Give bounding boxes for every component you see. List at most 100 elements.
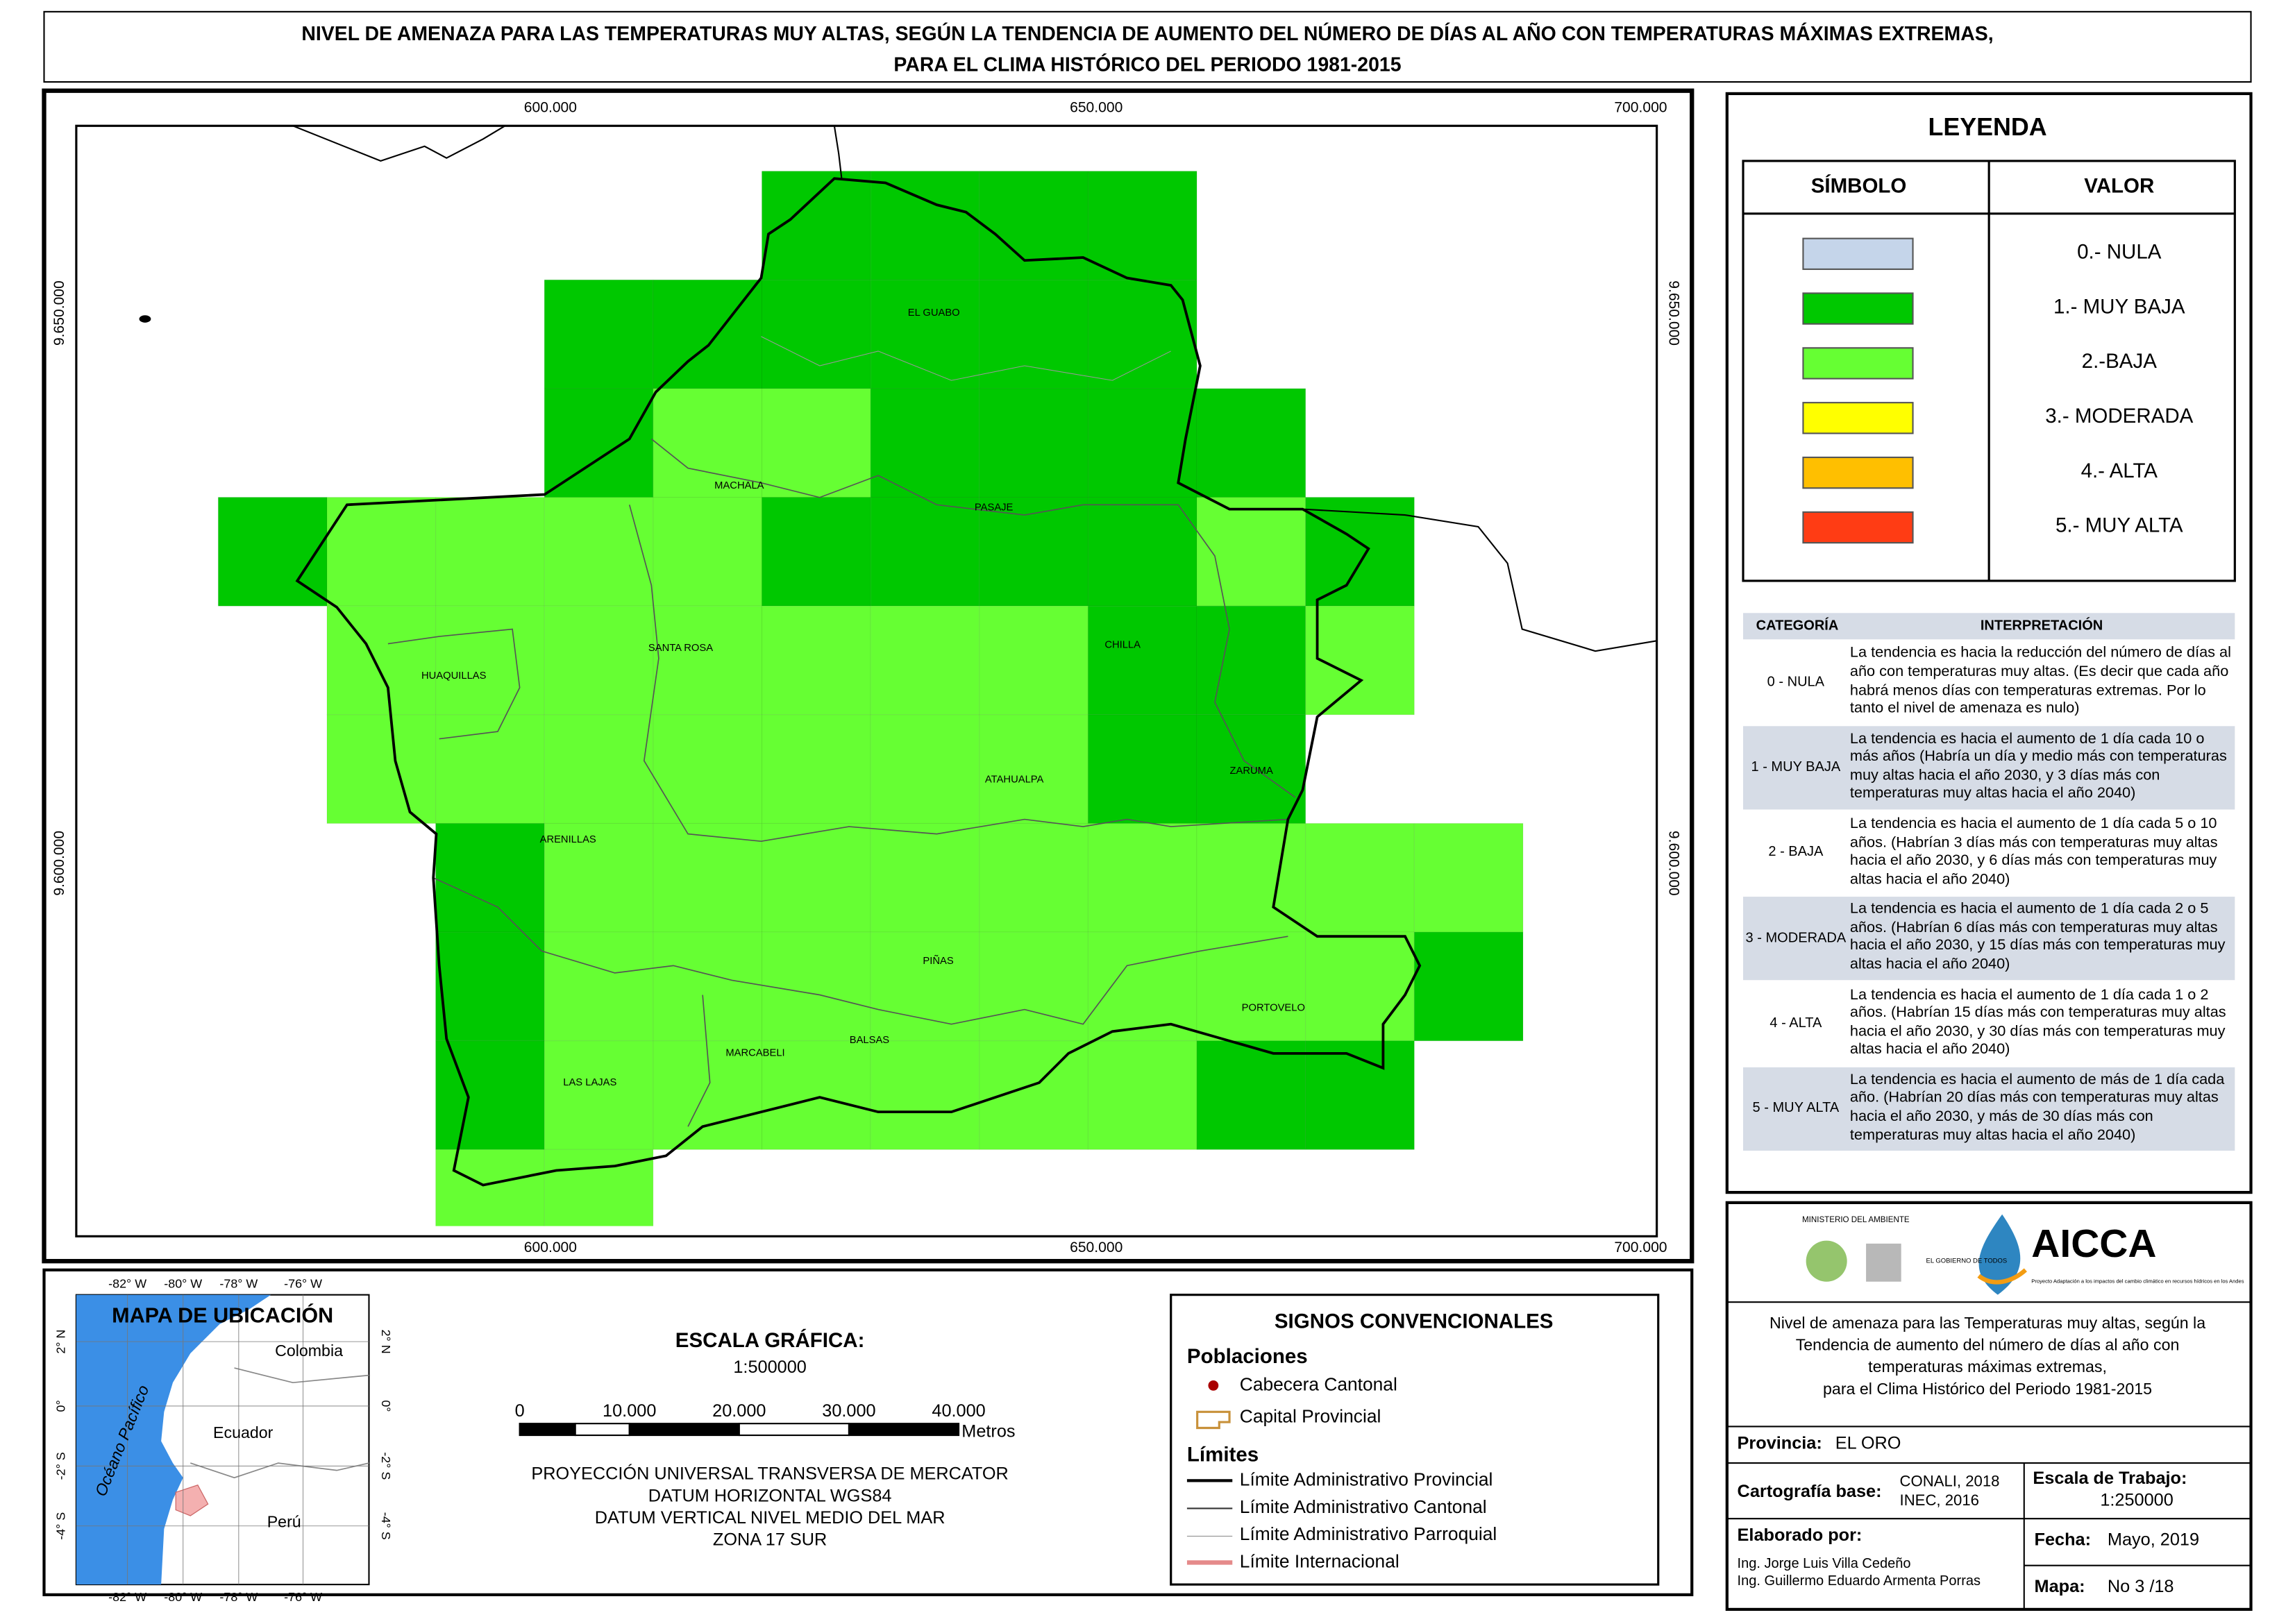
y-coordinate-label: 9.600.000	[1665, 831, 1681, 896]
hazard-cell	[979, 931, 1088, 1042]
hazard-cell	[1196, 931, 1306, 1042]
lon-label: -82° W	[108, 1277, 146, 1291]
place-label: PASAJE	[975, 502, 1014, 513]
info-frame	[1725, 1201, 2253, 1612]
scale-label: 0	[515, 1401, 525, 1421]
x-coordinate-label: 700.000	[1614, 1240, 1667, 1255]
projection-line: ZONA 17 SUR	[713, 1530, 827, 1550]
place-label: EL GUABO	[908, 307, 960, 319]
scale-unit: Metros	[961, 1422, 1015, 1441]
hazard-cell	[761, 1040, 871, 1150]
x-coordinate-label: 600.000	[524, 100, 577, 116]
scale-label: 40.000	[932, 1401, 985, 1421]
lon-label: -78° W	[219, 1590, 258, 1604]
sign-label: Límite Administrativo Cantonal	[1240, 1496, 1487, 1517]
projection-line: DATUM HORIZONTAL WGS84	[648, 1486, 892, 1505]
projection-line: DATUM VERTICAL NIVEL MEDIO DEL MAR	[595, 1508, 945, 1528]
signs-box	[1170, 1294, 1660, 1586]
hazard-cell	[761, 388, 871, 498]
interp-category-box: 2 - BAJA	[1768, 845, 1823, 861]
signs-subtitle: Límites	[1187, 1443, 1259, 1466]
interp-header-bg	[1743, 613, 2235, 640]
hazard-cell	[544, 605, 654, 716]
interp-text: La tendencia es hacia el aumento de 1 dí…	[1849, 816, 2218, 888]
lat-label: 2° N	[54, 1330, 68, 1354]
interp-text-box: La tendencia es hacia el aumento de 1 dí…	[1850, 902, 2226, 973]
field-value: 1:250000	[2100, 1491, 2173, 1510]
hazard-cell	[653, 279, 763, 389]
hazard-cell	[1196, 388, 1306, 498]
field-value: INEC, 2016	[1900, 1491, 1979, 1509]
interp-row-bg	[1743, 897, 2235, 981]
cantonal-limit	[628, 505, 1288, 843]
map-frame	[42, 88, 1695, 1264]
title-line: NIVEL DE AMENAZA PARA LAS TEMPERATURAS M…	[301, 23, 1993, 45]
lat-label: -2° S	[379, 1452, 393, 1480]
project-name: Proyecto Adaptación a los impactos del c…	[2031, 1278, 2244, 1285]
field-value: EL ORO	[1835, 1433, 1901, 1453]
legend-label: 2.-BAJA	[2082, 350, 2158, 373]
description-line: temperaturas máximas extremas,	[1868, 1357, 2107, 1376]
hazard-cell	[761, 822, 871, 933]
scale-bar-segment	[574, 1423, 630, 1437]
hazard-cell	[653, 714, 763, 824]
hazard-cell	[1305, 822, 1415, 933]
ministry-name: MINISTERIO DEL AMBIENTE	[1802, 1216, 1910, 1224]
hazard-cell	[435, 714, 545, 824]
hazard-cell	[1196, 605, 1306, 716]
river	[833, 126, 843, 179]
lat-label: 2° N	[379, 1330, 393, 1354]
hazard-cell	[979, 279, 1088, 389]
interp-text: La tendencia es hacia la reducción del n…	[1849, 645, 2231, 718]
hazard-cell	[870, 497, 980, 607]
interp-category-box: 1 - MUY BAJA	[1751, 759, 1841, 776]
hazard-cell	[870, 388, 980, 498]
hazard-cell	[870, 605, 980, 716]
signs-title: SIGNOS CONVENCIONALES	[1275, 1310, 1554, 1333]
sign-label: Cabecera Cantonal	[1240, 1373, 1397, 1394]
hazard-cell	[979, 388, 1088, 498]
hazard-cell	[435, 931, 545, 1042]
x-coordinate-label: 650.000	[1070, 1240, 1123, 1255]
lon-label: -80° W	[164, 1277, 202, 1291]
x-coordinate-label: 600.000	[524, 1240, 577, 1255]
hazard-cell	[979, 497, 1088, 607]
interp-text-box: La tendencia es hacia el aumento de 1 dí…	[1850, 987, 2226, 1058]
field-label: Mapa:	[2035, 1577, 2085, 1596]
parish-limit	[761, 336, 1171, 381]
legend-swatch	[1802, 347, 1914, 380]
place-label: SANTA ROSA	[648, 643, 713, 654]
scale-title: ESCALA GRÁFICA:	[675, 1328, 865, 1352]
legend-label: 1.- MUY BAJA	[2053, 295, 2185, 318]
hazard-cell	[870, 931, 980, 1042]
place-label: MACHALA	[714, 480, 764, 491]
interp-category: 5 - MUY ALTA	[1752, 1100, 1840, 1117]
place-label: CHILLA	[1104, 640, 1141, 651]
cantonal-limit	[650, 438, 1296, 798]
hazard-cell	[979, 171, 1088, 280]
field-value: Ing. Guillermo Eduardo Armenta Porras	[1738, 1573, 1981, 1589]
hazard-cell	[544, 1040, 654, 1150]
inset-map	[75, 1294, 370, 1586]
title-line: PARA EL CLIMA HISTÓRICO DEL PERIODO 1981…	[893, 53, 1401, 76]
interp-category: 4 - ALTA	[1769, 1015, 1822, 1031]
lon-label: -76° W	[284, 1590, 322, 1604]
country-label: Perú	[267, 1513, 301, 1531]
field-label: Elaborado por:	[1738, 1525, 1863, 1545]
place-label: ZARUMA	[1230, 766, 1273, 777]
hazard-cell	[544, 497, 654, 607]
hazard-cell	[435, 605, 545, 716]
hazard-cell	[979, 1040, 1088, 1150]
interp-category: 0 - NULA	[1767, 674, 1825, 691]
x-coordinate-label: 700.000	[1614, 100, 1667, 116]
cantonal-limit	[432, 877, 1288, 1025]
provincial-capital-symbol	[1196, 1410, 1231, 1430]
interp-category: 1 - MUY BAJA	[1751, 759, 1841, 776]
province-highlight	[175, 1484, 209, 1516]
hazard-cell	[1196, 822, 1306, 933]
cantonal-limit	[687, 995, 711, 1127]
legend-swatch	[1802, 511, 1914, 544]
sign-label: Límite Administrativo Provincial	[1240, 1469, 1493, 1489]
field-value: CONALI, 2018	[1900, 1472, 2000, 1489]
lon-label: -78° W	[219, 1277, 258, 1291]
